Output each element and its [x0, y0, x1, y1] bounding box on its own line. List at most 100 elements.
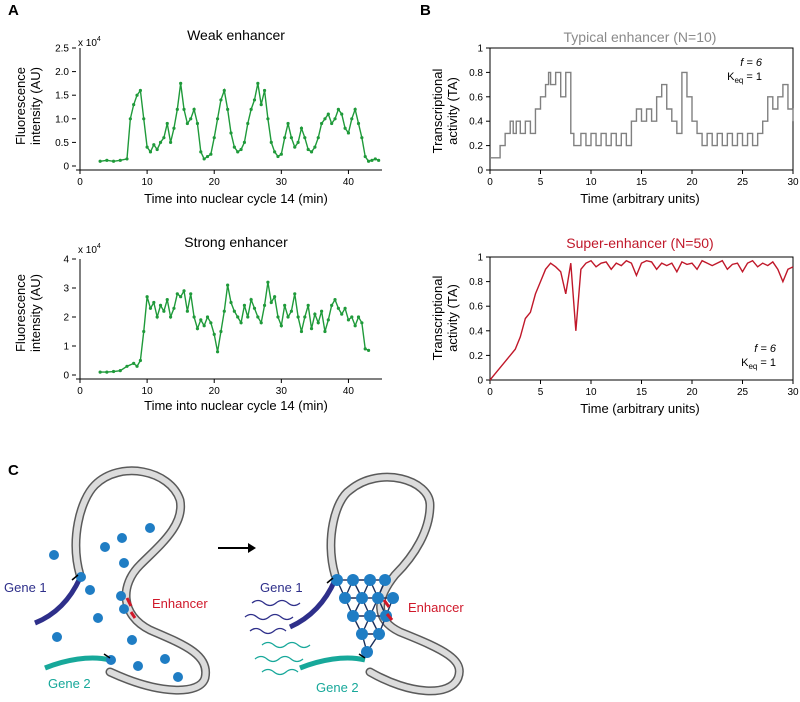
gene1-left	[34, 576, 83, 626]
chart-title: Strong enhancer	[184, 234, 288, 250]
tf-molecule	[364, 574, 376, 586]
data-point	[189, 292, 193, 296]
data-point	[222, 88, 226, 93]
tf-molecule	[127, 635, 137, 645]
data-point	[262, 88, 267, 93]
data-point	[333, 117, 337, 121]
mrna-wave	[261, 641, 311, 649]
tf-molecule	[372, 592, 384, 604]
series-line	[100, 282, 369, 373]
y-tick-label: 3	[63, 284, 69, 295]
tf-molecule	[160, 654, 170, 664]
x-tick-label: 40	[343, 386, 355, 397]
enhancer-label: Enhancer	[152, 596, 208, 611]
x-tick-label: 30	[276, 386, 288, 397]
data-point	[370, 158, 374, 162]
data-point	[320, 309, 324, 313]
y-tick-label: 0.8	[469, 277, 483, 288]
data-point	[269, 300, 273, 305]
data-point	[185, 309, 189, 313]
data-point	[182, 107, 186, 111]
data-point	[239, 321, 243, 325]
x-tick-label: 0	[77, 386, 83, 397]
data-point	[273, 150, 277, 154]
data-point	[360, 136, 364, 140]
data-point	[309, 150, 314, 154]
data-point	[346, 131, 351, 135]
x-tick-label: 20	[686, 177, 698, 188]
param-k: Keq = 1	[741, 357, 776, 371]
y-tick-label: 2.5	[55, 44, 69, 55]
data-point	[249, 107, 253, 111]
data-point	[299, 329, 304, 334]
data-point	[309, 327, 314, 331]
y-multiplier: x 104	[78, 243, 101, 256]
y-tick-label: 0.4	[469, 326, 483, 337]
data-point	[135, 364, 139, 368]
data-point	[256, 81, 260, 85]
data-point	[269, 140, 273, 144]
data-point	[219, 329, 223, 334]
data-point	[346, 318, 351, 322]
data-point	[333, 298, 337, 302]
data-point	[259, 103, 263, 107]
data-point	[252, 98, 257, 102]
x-tick-label: 10	[142, 177, 154, 188]
x-tick-label: 0	[77, 177, 83, 188]
data-point	[169, 315, 173, 319]
mrna-waves-gene1	[244, 599, 301, 635]
y-tick-label: 0	[63, 371, 69, 382]
strong-enhancer-chart: Strong enhancer x 104 Fluorescenceintens…	[13, 234, 382, 413]
data-point	[226, 283, 230, 287]
gene2-left	[44, 655, 111, 671]
x-axis-label: Time into nuclear cycle 14 (min)	[144, 398, 328, 413]
tf-molecule	[119, 604, 129, 614]
data-point	[202, 157, 206, 161]
y-tick-label: 0.5	[55, 138, 69, 149]
mrna-waves-gene2	[254, 641, 311, 676]
data-point	[155, 147, 159, 152]
data-point	[289, 309, 293, 313]
tf-molecule	[173, 672, 183, 682]
weak-enhancer-chart: Weak enhancer x 104 Fluorescenceintensit…	[13, 27, 382, 206]
data-point	[212, 136, 216, 140]
data-point	[242, 303, 247, 307]
super-enhancer-chart: Super-enhancer (N=50) Transcriptionalact…	[430, 235, 799, 416]
x-tick-label: 15	[636, 177, 648, 188]
data-point	[236, 150, 240, 154]
data-point	[303, 136, 307, 140]
data-point	[175, 292, 179, 296]
y-tick-label: 2.0	[55, 67, 69, 78]
data-point	[323, 329, 327, 334]
data-point	[135, 93, 139, 97]
tf-molecule	[373, 628, 385, 640]
condensate-network	[331, 574, 399, 658]
tf-molecule	[361, 646, 373, 658]
data-point	[343, 306, 347, 310]
data-point	[293, 292, 297, 296]
data-point	[195, 327, 200, 331]
data-point	[172, 126, 176, 130]
data-point	[185, 121, 189, 126]
data-point	[326, 318, 330, 322]
gene2-right	[299, 655, 366, 671]
mrna-wave	[244, 613, 294, 621]
data-point	[232, 145, 236, 149]
x-tick-label: 30	[276, 177, 288, 188]
data-point	[373, 157, 377, 161]
tf-molecules-right	[331, 574, 399, 658]
data-point	[296, 315, 300, 319]
y-multiplier: x 104	[78, 36, 101, 49]
y-tick-label: 0.6	[469, 302, 483, 313]
data-point	[202, 324, 206, 328]
data-point	[303, 315, 307, 319]
y-tick-label: 0	[477, 376, 483, 387]
tf-molecule	[347, 574, 359, 586]
param-f: f = 6	[740, 57, 763, 69]
x-tick-label: 10	[585, 387, 597, 398]
data-point	[165, 298, 169, 302]
tf-molecule	[339, 592, 351, 604]
panel-label-b: B	[420, 2, 431, 19]
data-point	[366, 159, 371, 163]
data-point	[246, 315, 250, 319]
